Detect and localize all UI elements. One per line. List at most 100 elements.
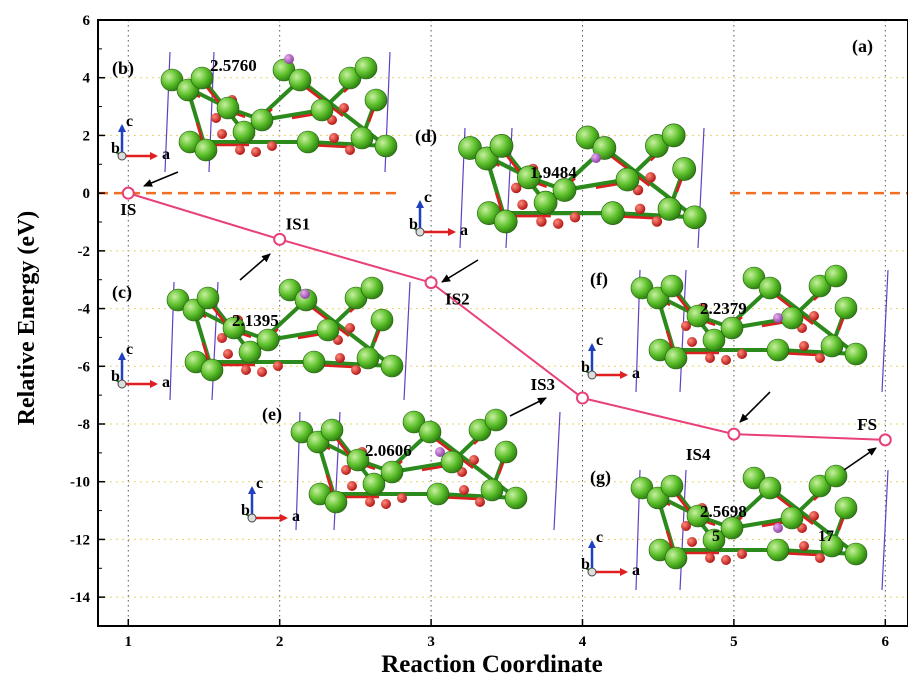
inset-b-o-atom-9	[217, 129, 227, 139]
pointer-arrow-IS	[143, 171, 179, 187]
inset-g-label: (g)	[590, 467, 611, 488]
axis-layer: 6 4 2 0 -2 -4 -6 -8 -10 -12 -14 1 2 3 4 5 6	[70, 13, 908, 650]
y-tick-label-5: -4	[78, 302, 91, 318]
inset-g-cl-atom-12	[844, 542, 868, 566]
inset-c-label: (c)	[112, 282, 132, 303]
point-label-IS1: IS1	[286, 214, 311, 233]
inset-g-o-atom-3	[721, 555, 731, 565]
inset-c-o-atom-9	[223, 349, 233, 359]
inset-b-cl-atom-12	[374, 134, 398, 158]
inset-f-cell-1	[679, 269, 687, 393]
inset-f-distance: 2.2379	[700, 299, 747, 318]
inset-e-label: (e)	[262, 404, 282, 425]
inset-c-o-atom-2	[241, 365, 251, 375]
inset-c-cl-atom-9	[360, 276, 384, 300]
inset-g-h-atom	[773, 523, 783, 533]
inset-f-o-atom-9	[687, 337, 697, 347]
inset-d-cl-atom-7	[615, 167, 640, 192]
inset-b-cl-atom-10	[364, 88, 388, 112]
inset-f-label: (f)	[590, 269, 608, 290]
inset-d-bond-8	[612, 211, 695, 220]
inset-e: c a b (e) 2.0606	[241, 404, 561, 531]
panel-label-a: (a)	[852, 36, 873, 57]
y-tick-label-6: -6	[78, 359, 91, 375]
inset-e-o-atom-3	[381, 499, 391, 509]
inset-e-cl-atom-15	[426, 482, 450, 506]
inset-g-cl-atom-4	[702, 528, 726, 552]
inset-d: c a b (d) 1.9484	[409, 123, 707, 249]
inset-f-cl-atom-6	[758, 276, 782, 300]
inset-c-bond-8	[313, 360, 393, 368]
x-tick-label-0: 1	[125, 634, 133, 650]
inset-b: c a b (b) 2.5760	[111, 51, 398, 173]
inset-g-cl-atom-15	[766, 538, 790, 562]
inset-d-o-atom-2	[536, 216, 547, 227]
x-axis-title: Reaction Coordinate	[381, 651, 603, 678]
inset-c-cl-atom-13	[256, 328, 280, 352]
inset-e-cl-atom-9	[484, 408, 508, 432]
inset-f-cl-atom-14	[686, 304, 710, 328]
inset-c-cell-2	[403, 281, 411, 401]
y-tick-label-4: -2	[78, 244, 91, 260]
inset-b-c-glyph: c	[126, 113, 133, 130]
inset-b-o-atom-3	[251, 147, 261, 157]
inset-c-cl-atom-12	[380, 354, 404, 378]
inset-e-h-atom	[435, 447, 445, 457]
inset-d-o-atom-3	[552, 218, 564, 229]
point-IS4	[727, 427, 741, 441]
inset-c-o-atom-8	[335, 353, 345, 363]
inset-g-cl-atom-11	[820, 534, 844, 558]
inset-c-o-atom-6	[345, 323, 355, 333]
inset-b-cl-atom-4	[232, 120, 256, 144]
inset-f-o-atom-2	[705, 353, 715, 363]
inset-c-a-glyph: a	[162, 374, 170, 391]
inset-b-cl-atom-15	[296, 130, 320, 154]
inset-b-o-atom-0	[211, 113, 221, 123]
inset-g-cl-atom-10	[834, 496, 858, 520]
inset-g-o-atom-8	[799, 541, 809, 551]
inset-d-cl-atom-9	[661, 123, 686, 148]
inset-f-cl-atom-9	[824, 264, 848, 288]
point-label-FS: FS	[857, 415, 877, 434]
inset-g-o-atom-4	[737, 549, 747, 559]
inset-f-o-atom-8	[799, 341, 809, 351]
inset-b-cl-atom-7	[310, 98, 334, 122]
inset-d-cl-atom-4	[533, 190, 558, 215]
point-IS1	[273, 232, 287, 246]
pointer-arrow-IS2	[441, 259, 479, 283]
inset-e-cl-atom-7	[440, 450, 464, 474]
inset-f-cl-atom-16	[660, 274, 684, 298]
inset-d-o-atom-0	[510, 182, 522, 194]
inset-g-cell-2	[881, 469, 889, 591]
inset-c-o-atom-3	[257, 367, 267, 377]
inset-e-cl-atom-13	[380, 460, 404, 484]
point-label-IS2: IS2	[445, 290, 470, 309]
inset-d-cl-atom-10	[672, 157, 697, 181]
inset-b-o-atom-6	[339, 103, 349, 113]
inset-e-a-glyph: a	[292, 508, 300, 525]
pointer-arrow-IS1	[239, 253, 271, 281]
pointer-arrow-FS	[843, 447, 877, 471]
inset-g-b-glyph: b	[581, 556, 590, 573]
inset-f-bond-8	[777, 348, 857, 356]
point-label-IS3: IS3	[530, 375, 555, 394]
y-tick-label-0: 6	[83, 13, 91, 29]
inset-g-o-atom-7	[815, 553, 825, 563]
inset-c-origin	[117, 379, 127, 389]
inset-f-cl-atom-11	[820, 334, 844, 358]
inset-g-o-atom-9	[687, 537, 697, 547]
y-tick-label-8: -10	[70, 475, 90, 491]
y-tick-label-10: -14	[70, 590, 90, 606]
inset-b-distance: 2.5760	[210, 56, 257, 75]
inset-d-cl-atom-13	[552, 178, 577, 202]
inset-b-cl-atom-16	[190, 66, 214, 90]
inset-c-cl-atom-4	[238, 340, 262, 364]
inset-e-cl-atom-16	[320, 418, 344, 442]
inset-f-cell-2	[881, 269, 889, 393]
inset-c-cl-atom-7	[316, 318, 340, 342]
inset-b-cl-atom-3	[194, 138, 218, 162]
inset-f-o-atom-3	[721, 355, 731, 365]
y-tick-label-9: -12	[70, 532, 90, 548]
series-layer	[121, 186, 892, 447]
inset-e-o-atom-9	[347, 481, 357, 491]
